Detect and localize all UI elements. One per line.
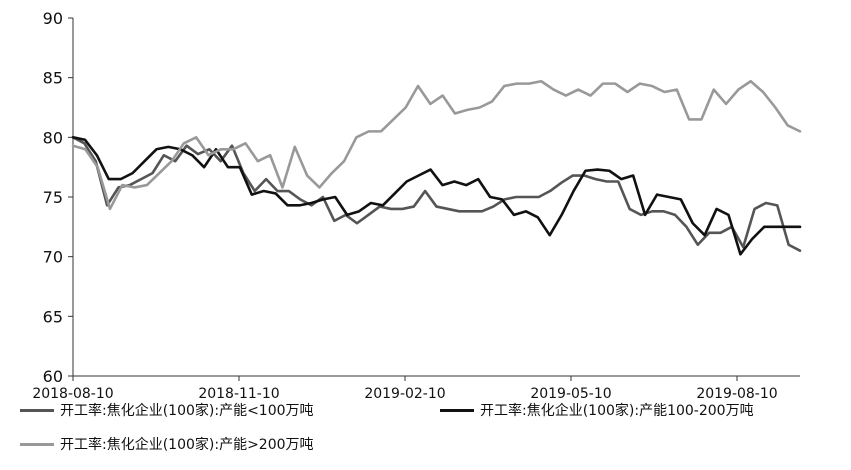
legend-swatch-small: [20, 408, 54, 412]
legend-label-large: 开工率:焦化企业(100家):产能>200万吨: [60, 437, 314, 453]
series-lines: [71, 79, 802, 256]
series-line-medium: [71, 136, 802, 256]
y-tick-label: 90: [43, 9, 63, 28]
x-tick-label: 2018-11-10: [198, 386, 279, 400]
series-line-large: [71, 79, 802, 211]
legend-item-medium: 开工率:焦化企业(100家):产能100-200万吨: [440, 400, 754, 420]
y-tick-label: 80: [43, 128, 63, 147]
legend-item-large: 开工率:焦化企业(100家):产能>200万吨: [20, 434, 314, 454]
x-tick-label: 2019-05-10: [530, 386, 611, 400]
x-tick-label: 2019-02-10: [364, 386, 445, 400]
legend-swatch-medium: [440, 408, 474, 412]
legend-label-medium: 开工率:焦化企业(100家):产能100-200万吨: [480, 403, 754, 419]
legend-swatch-large: [20, 442, 54, 446]
y-tick-label: 65: [43, 307, 63, 326]
y-tick-label: 85: [43, 69, 63, 88]
x-tick-label: 2018-08-10: [32, 386, 113, 400]
line-chart: 60 65 70 75 80 85 90 2018-08-10 2018-11-10 2019-0…: [32, 9, 802, 402]
y-tick-label: 70: [43, 248, 63, 267]
y-tick-label: 75: [43, 188, 63, 207]
x-tick-label: 2019-08-10: [696, 386, 777, 400]
legend-label-small: 开工率:焦化企业(100家):产能<100万吨: [60, 403, 314, 419]
legend-item-small: 开工率:焦化企业(100家):产能<100万吨: [20, 400, 314, 420]
axes: 60 65 70 75 80 85 90 2018-08-10 2018-11-10 2019-0…: [32, 9, 800, 402]
y-tick-label: 60: [43, 367, 63, 386]
series-line-small: [71, 136, 802, 252]
